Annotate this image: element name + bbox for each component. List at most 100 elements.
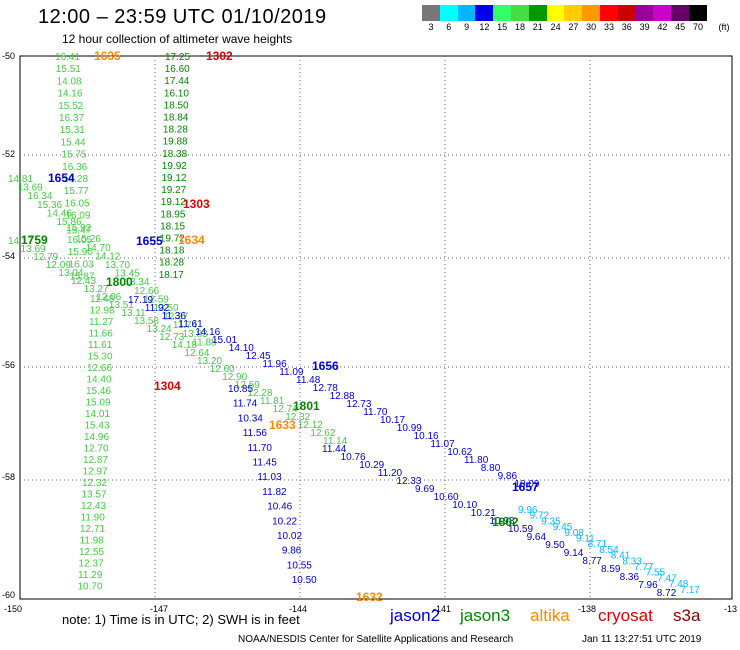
wave-height-value: 10.46 <box>267 502 292 513</box>
time-stamp-label: 1634 <box>178 233 205 247</box>
wave-height-value: 10.76 <box>341 452 366 463</box>
scale-swatch <box>582 5 600 21</box>
grid-lines <box>20 56 732 599</box>
y-label-50: -50 <box>2 51 16 61</box>
wave-height-value: 12.87 <box>83 455 108 466</box>
wave-height-value: 10.09 <box>514 479 539 490</box>
scale-label: 45 <box>675 22 686 32</box>
wave-height-value: 7.96 <box>638 580 658 591</box>
wave-height-value: 15.26 <box>76 234 101 245</box>
wave-height-value: 19.12 <box>162 173 187 184</box>
wave-height-value: 10.21 <box>471 508 496 519</box>
wave-height-value: 12.37 <box>163 312 188 323</box>
scale-swatch <box>493 5 511 21</box>
wave-height-value: 14.16 <box>195 327 220 338</box>
wave-height-value: 10.34 <box>238 413 263 424</box>
wave-height-value: 12.43 <box>71 276 96 287</box>
wave-height-value: 18.15 <box>160 221 185 232</box>
wave-height-value: 13.69 <box>21 244 46 255</box>
wave-height-value: 9.50 <box>545 540 565 551</box>
wave-height-value: 15.46 <box>86 386 111 397</box>
time-stamp-label: 1304 <box>154 379 181 393</box>
time-stamp-label: 1656 <box>312 359 339 373</box>
wave-height-value: 15.09 <box>86 398 111 409</box>
wave-height-value: 9.69 <box>415 484 435 495</box>
time-stamp-label: 1654 <box>48 171 75 185</box>
scale-label: 18 <box>514 22 525 32</box>
wave-height-value: 12.66 <box>87 363 112 374</box>
time-stamp-label: 1802 <box>492 515 519 529</box>
wave-height-value: 11.70 <box>248 443 273 454</box>
wave-height-value: 10.59 <box>508 524 533 535</box>
time-stamp-label: 1800 <box>106 275 133 289</box>
wave-height-value: 7.77 <box>634 562 654 573</box>
scale-label: 36 <box>621 22 632 32</box>
scale-label: 30 <box>586 22 597 32</box>
wave-height-value: 11.20 <box>378 468 403 479</box>
wave-height-value: 14.70 <box>86 243 111 254</box>
wave-height-value: 15.36 <box>37 200 62 211</box>
wave-height-value: 17.25 <box>165 52 190 63</box>
wave-height-value: 17.19 <box>128 295 153 306</box>
wave-height-value: 11.56 <box>243 428 268 439</box>
wave-height-value: 12.62 <box>310 428 335 439</box>
wave-height-value: 12.74 <box>273 404 298 415</box>
wave-height-value: 8.36 <box>620 572 640 583</box>
scale-label: 3 <box>428 22 434 32</box>
time-labels: 1635 1302 1654 1303 1759 1655 1634 1800 1656 1304… <box>21 49 539 604</box>
scale-swatch <box>689 5 707 21</box>
wave-height-value: 9.08 <box>564 528 584 539</box>
wave-height-value: 10.62 <box>447 447 472 458</box>
wave-height-value: 18.18 <box>159 246 184 257</box>
wave-height-value: 10.17 <box>380 415 405 426</box>
wave-height-value: 11.03 <box>257 472 282 483</box>
wave-height-value: 10.50 <box>292 575 317 586</box>
wave-height-value: 11.92 <box>145 303 170 314</box>
scale-swatch <box>422 5 440 21</box>
x-label-141: -141 <box>433 604 452 614</box>
wave-height-value: 14.01 <box>85 409 110 420</box>
wave-height-value: 11.80 <box>464 455 489 466</box>
wave-height-value: 10.99 <box>397 423 422 434</box>
wave-height-value: 17.44 <box>164 76 189 87</box>
scale-swatch <box>635 5 654 21</box>
wave-height-value: 15.30 <box>88 352 113 363</box>
wave-height-value: 15.90 <box>68 247 93 258</box>
wave-height-value: 14.12 <box>95 251 120 262</box>
wave-height-value: 7.48 <box>669 579 689 590</box>
wave-height-value: 18.28 <box>159 258 184 269</box>
wave-height-value: 16.10 <box>164 88 189 99</box>
time-stamp-label: 1632 <box>356 590 383 604</box>
wave-height-value: 19.88 <box>163 137 188 148</box>
wave-height-value: 11.29 <box>78 570 103 581</box>
wave-height-value: 15.86 <box>57 217 82 228</box>
wave-height-value: 11.27 <box>89 317 114 328</box>
wave-height-value: 15.44 <box>61 137 86 148</box>
wave-height-value: 13.70 <box>105 260 130 271</box>
wave-height-value: 10.70 <box>78 582 103 593</box>
legend-cryosat: cryosat <box>598 606 653 625</box>
wave-height-value: 8.72 <box>657 588 677 599</box>
scale-label: 39 <box>639 22 650 32</box>
wave-height-value: 14.81 <box>8 174 33 185</box>
wave-height-value: 19.12 <box>161 197 186 208</box>
wave-height-value: 12.59 <box>144 294 169 305</box>
scale-unit: (ft) <box>718 22 730 32</box>
wave-height-value: 15.43 <box>85 421 110 432</box>
scale-swatch <box>600 5 618 21</box>
wave-height-value: 15.75 <box>61 150 86 161</box>
wave-height-value: 12.98 <box>90 306 115 317</box>
wave-height-value: 15.51 <box>56 64 81 75</box>
wave-height-value: 11.36 <box>162 311 187 322</box>
wave-height-value: 13.24 <box>147 324 172 335</box>
time-stamp-label: 1635 <box>94 49 121 63</box>
wave-height-value: 14.08 <box>57 76 82 87</box>
wave-height-value: 16.28 <box>63 174 88 185</box>
wave-height-value: 15.52 <box>58 101 83 112</box>
wave-height-value: 14.46 <box>47 208 72 219</box>
time-stamp-label: 1655 <box>136 234 163 248</box>
wave-height-value: 9.11 <box>576 534 595 545</box>
wave-height-value: 9.96 <box>518 505 538 516</box>
